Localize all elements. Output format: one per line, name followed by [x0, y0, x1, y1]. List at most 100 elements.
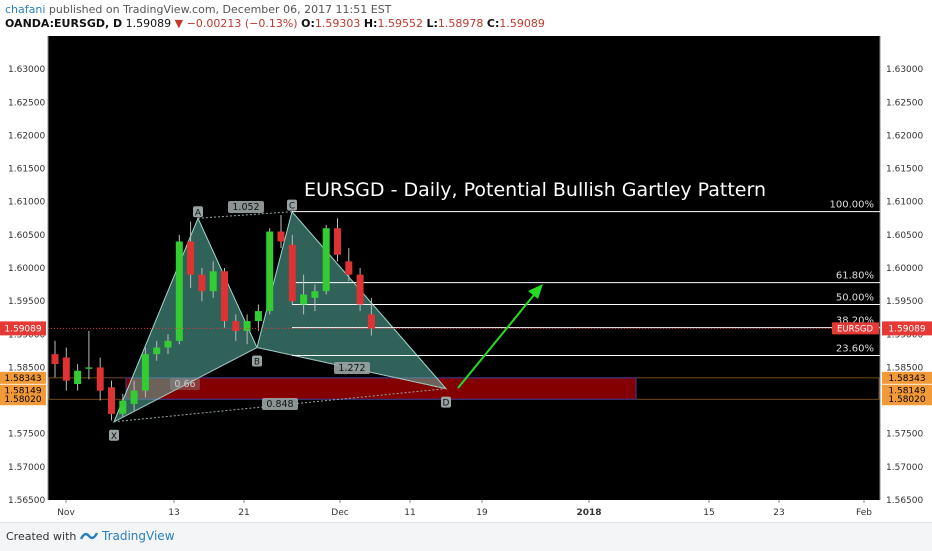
zone-price-label-left: 1.58343 — [4, 374, 41, 384]
bearish-candle — [232, 321, 240, 331]
bullish-candle — [119, 400, 127, 414]
y-tick-label-left: 1.59500 — [8, 297, 45, 307]
ratio-line-xb — [113, 347, 258, 423]
y-tick-label-left: 1.57500 — [8, 430, 45, 440]
x-tick-label: Nov — [57, 508, 75, 518]
x-tick-label: 11 — [404, 508, 415, 518]
username-link[interactable]: chafani — [5, 3, 46, 16]
bearish-candle — [108, 387, 115, 414]
y-tick-label-left: 1.58500 — [8, 363, 45, 373]
y-tick-label-left: 1.62000 — [8, 131, 45, 141]
ratio-badge — [170, 378, 200, 390]
symbol-tag-label: EURSGD — [837, 324, 873, 334]
y-axis-right: 1.63000 1.62500 1.62000 1.61500 1.61000 1.605… — [879, 36, 923, 506]
low-label: L: — [426, 17, 438, 30]
zone-price-label-left: 1.58020 — [4, 395, 41, 405]
zone-price-label-right: 1.58149 — [888, 387, 925, 397]
bearish-candle — [198, 274, 206, 292]
current-price-label-right: 1.59089 — [888, 324, 925, 334]
y-tick-label-right: 1.62500 — [886, 98, 923, 108]
pattern-point-label: D — [443, 399, 450, 409]
y-tick-label-left: 1.60000 — [8, 264, 45, 274]
y-tick-label-left: 1.62500 — [8, 98, 45, 108]
y-tick-label-left: 1.57000 — [8, 463, 45, 473]
y-tick-label-left: 1.61000 — [8, 198, 45, 208]
last-price: 1.59089 — [125, 17, 172, 30]
projection-arrow — [457, 284, 543, 389]
bearish-candle — [277, 231, 285, 242]
pattern-point-badge — [287, 199, 297, 211]
fib-level-label: 38.20% — [836, 316, 874, 327]
bullish-candle — [141, 354, 149, 391]
bullish-candle — [254, 311, 262, 322]
symbol-name[interactable]: OANDA:EURSGD, D — [5, 17, 123, 30]
bullish-candle — [311, 291, 319, 298]
zone-price-tag-left — [0, 393, 46, 406]
current-price-tag-left — [0, 321, 46, 336]
fibonacci-levels: 100.00% 61.80% 50.00% 38.20% 23.60% — [292, 200, 880, 356]
published-text: published on TradingView.com, December 0… — [48, 3, 392, 16]
fib-level-label: 100.00% — [830, 200, 875, 211]
bullish-candle — [74, 370, 82, 384]
y-tick-label-right: 1.62000 — [886, 131, 923, 141]
bullish-candle — [266, 231, 274, 312]
zone-price-label-right: 1.58343 — [888, 374, 925, 384]
publisher-line: chafani published on TradingView.com, De… — [5, 3, 391, 16]
bullish-candle — [164, 340, 172, 348]
plot-area[interactable] — [48, 36, 880, 500]
tradingview-brand[interactable]: TradingView — [80, 527, 175, 545]
y-tick-label-right: 1.60500 — [886, 231, 923, 241]
x-tick-label: 2018 — [576, 508, 601, 518]
low-value: 1.58978 — [437, 17, 484, 30]
current-price-label-left: 1.59089 — [4, 324, 41, 334]
y-tick-label-left: 1.60500 — [8, 231, 45, 241]
bullish-candle — [322, 228, 330, 292]
zone-price-tag-right — [882, 371, 932, 384]
ratio-label: 0.66 — [174, 379, 195, 390]
ratio-badge — [334, 362, 370, 374]
bullish-candle — [85, 367, 93, 369]
tradingview-logo-icon — [80, 532, 98, 540]
y-tick-label-left: 1.63000 — [8, 65, 45, 75]
bullish-candle — [300, 294, 308, 305]
pattern-point-badge — [441, 396, 451, 408]
y-tick-label-left: 1.61500 — [8, 165, 45, 175]
pattern-point-badge — [193, 206, 203, 218]
x-tick-label: 19 — [476, 508, 488, 518]
fib-level-label: 23.60% — [836, 343, 874, 354]
symbol-price-tag — [832, 322, 879, 335]
open-value: 1.59303 — [314, 17, 361, 30]
chart-title: EURSGD - Daily, Potential Bullish Gartle… — [304, 179, 766, 201]
ratio-badge — [262, 398, 298, 410]
zone-price-tag-right — [882, 393, 932, 406]
y-tick-label-right: 1.63000 — [886, 65, 923, 75]
fib-level-label: 50.00% — [836, 292, 874, 303]
zone-price-label-right: 1.58020 — [888, 395, 925, 405]
price-chart[interactable]: 1.63000 1.62500 1.62000 1.61500 1.61000 1.605… — [0, 33, 932, 522]
y-tick-label-right: 1.60000 — [886, 264, 923, 274]
price-change: −0.00213 (−0.13%) — [186, 17, 298, 30]
current-price-tag-right — [882, 321, 932, 336]
high-label: H: — [363, 17, 378, 30]
ratio-label: 1.272 — [338, 363, 365, 374]
bearish-candle — [62, 357, 70, 381]
pattern-point-label: A — [195, 208, 202, 218]
y-tick-label-left: 1.56500 — [8, 496, 45, 506]
zone-price-tag-left — [0, 371, 46, 384]
x-tick-label: 15 — [703, 508, 714, 518]
close-label: C: — [486, 17, 500, 30]
bearish-candle — [356, 274, 364, 305]
x-tick-label: 23 — [773, 508, 784, 518]
bearish-candle — [221, 271, 228, 322]
y-tick-label-right: 1.61500 — [886, 165, 923, 175]
x-tick-label: 21 — [238, 508, 249, 518]
bullish-candle — [175, 241, 183, 341]
projection-arrow-head-icon — [528, 284, 543, 299]
chart-header: chafani published on TradingView.com, De… — [0, 0, 932, 33]
bullish-candle — [243, 321, 251, 331]
pattern-point-label: X — [111, 432, 117, 442]
symbol-line: OANDA:EURSGD, D 1.59089 ▼ −0.00213 (−0.1… — [5, 17, 545, 30]
bearish-candle — [367, 314, 375, 329]
y-tick-label-right: 1.57000 — [886, 463, 923, 473]
